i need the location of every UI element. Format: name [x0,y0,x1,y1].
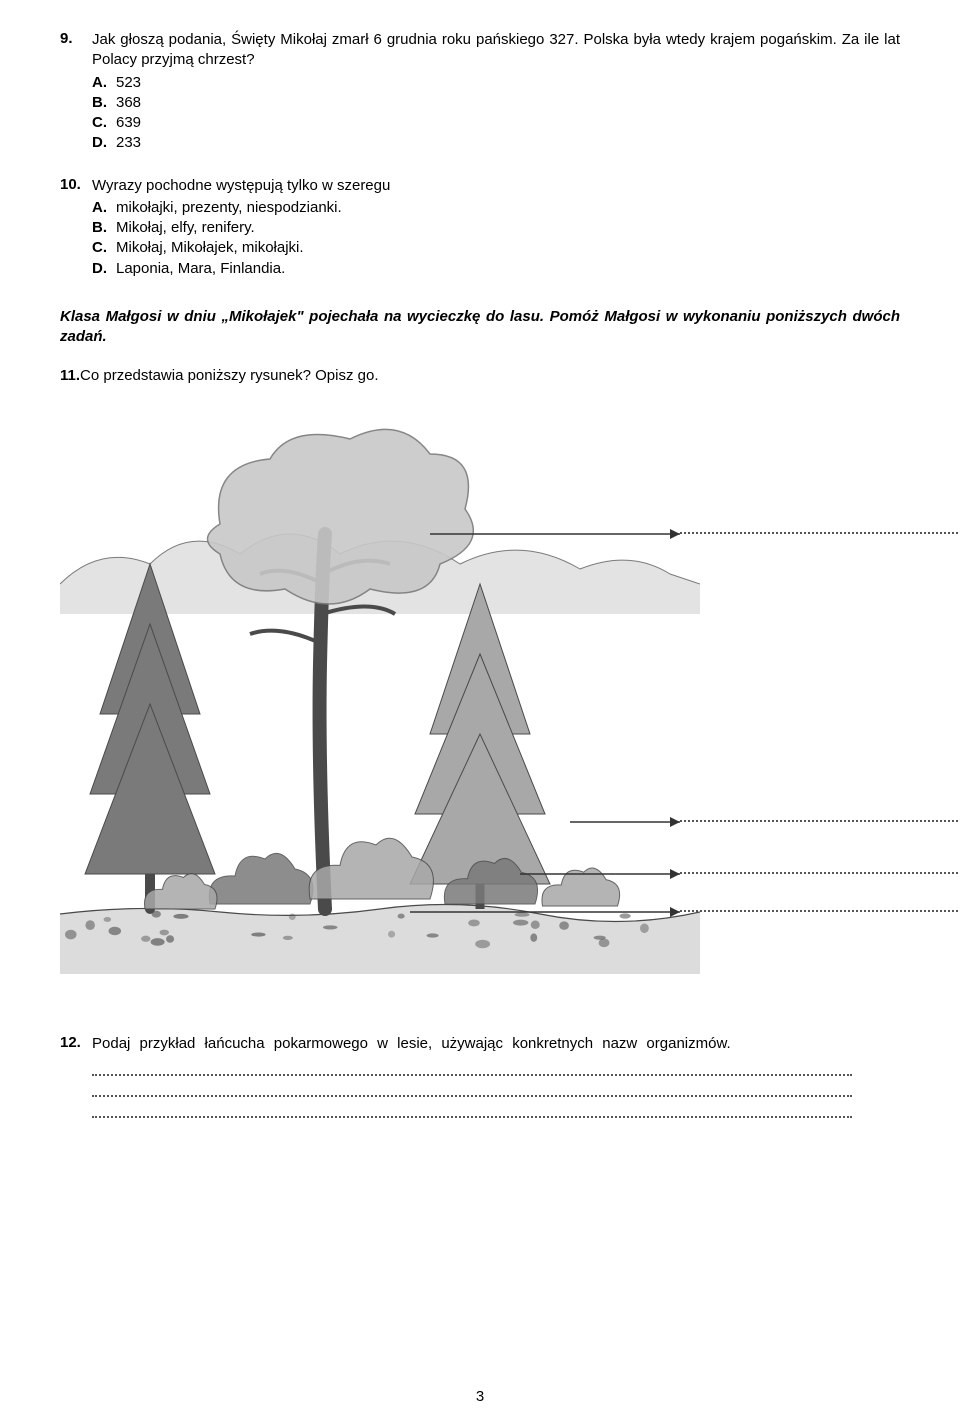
q10-option-d: D. Laponia, Mara, Finlandia. [92,259,900,279]
q9-options: A. 523 B. 368 C. 639 D. 233 [92,73,900,154]
page-number: 3 [0,1388,960,1405]
worksheet-page: 9. Jak głoszą podania, Święty Mikołaj zm… [0,0,960,1425]
q10-option-b: B. Mikołaj, elfy, renifery. [92,218,900,238]
question-12: 12. Podaj przykład łańcucha pokarmowego … [60,1034,900,1117]
q12-text: Podaj przykład łańcucha pokarmowego w le… [92,1034,900,1054]
q11-number: 11. [60,367,80,384]
q9-option-c: C. 639 [92,113,900,133]
q12-number: 12. [60,1034,92,1051]
answer-blank-line [92,1073,852,1076]
q9-number: 9. [60,30,92,47]
figure-answer-line [680,872,960,874]
q9-text: Jak głoszą podania, Święty Mikołaj zmarł… [92,30,900,71]
q9-option-a: A. 523 [92,73,900,93]
question-10: 10. Wyrazy pochodne występują tylko w sz… [60,176,900,279]
q10-option-c: C. Mikołaj, Mikołajek, mikołajki. [92,238,900,258]
instruction-text: Klasa Małgosi w dniu „Mikołajek" pojecha… [60,307,900,348]
q10-number: 10. [60,176,92,193]
q9-option-d: D. 233 [92,133,900,153]
forest-illustration [60,414,700,974]
q10-text: Wyrazy pochodne występują tylko w szereg… [92,176,900,196]
figure-answer-line [680,532,960,534]
answer-blank-line [92,1094,852,1097]
figure-answer-line [680,910,960,912]
forest-figure-area [60,414,900,974]
figure-answer-line [680,820,960,822]
q9-option-b: B. 368 [92,93,900,113]
q10-option-a: A. mikołajki, prezenty, niespodzianki. [92,198,900,218]
q11-text: Co przedstawia poniższy rysunek? Opisz g… [80,367,378,384]
question-11: 11. Co przedstawia poniższy rysunek? Opi… [60,367,900,384]
answer-blank-line [92,1115,852,1118]
question-9: 9. Jak głoszą podania, Święty Mikołaj zm… [60,30,900,154]
q10-options: A. mikołajki, prezenty, niespodzianki. B… [92,198,900,279]
